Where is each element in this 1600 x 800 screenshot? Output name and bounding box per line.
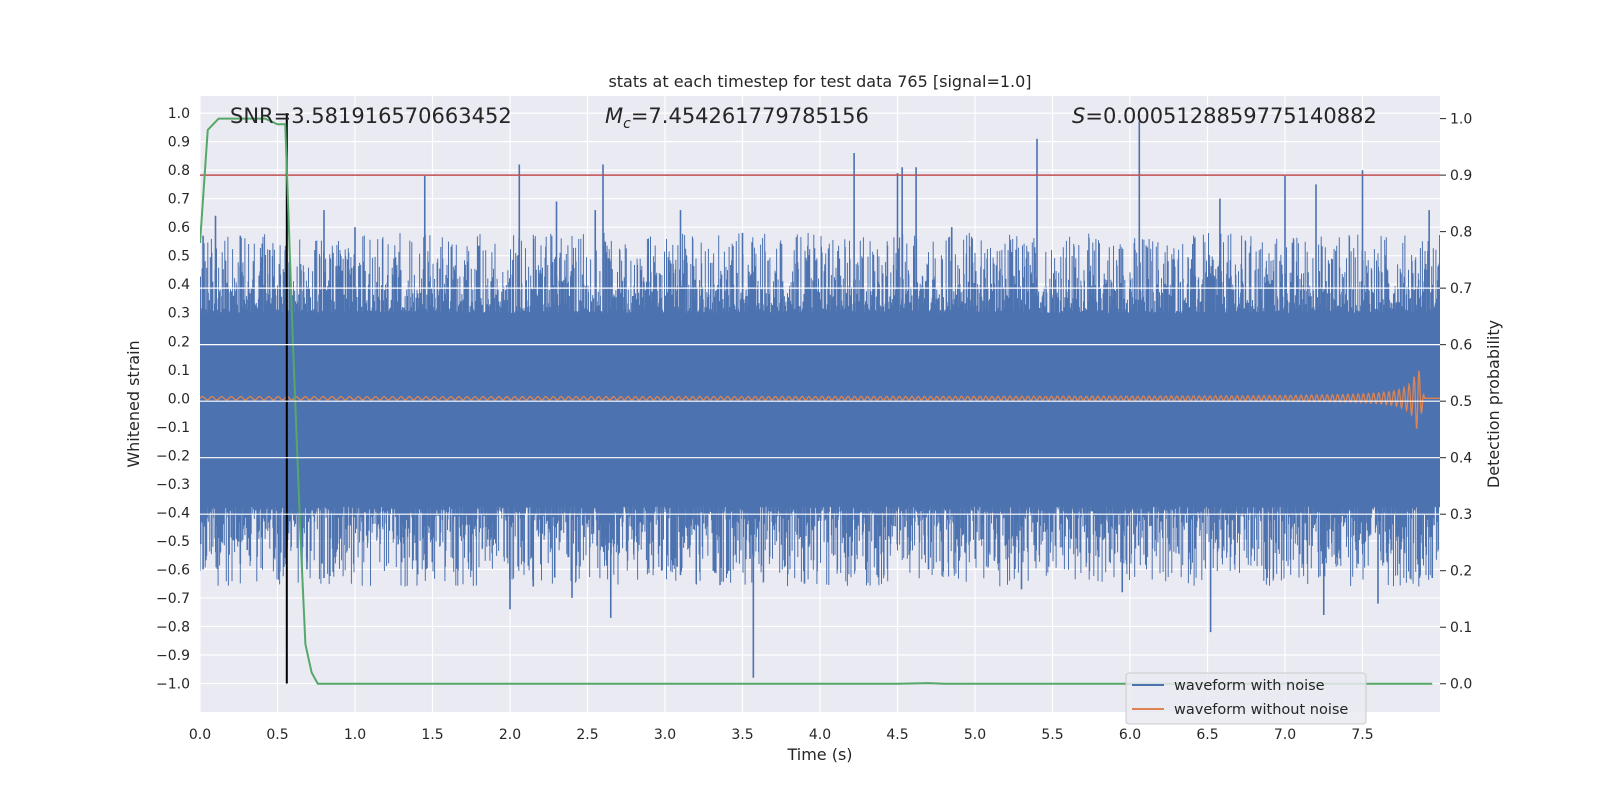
- x-tick-label: 2.5: [576, 727, 598, 743]
- noise-band-core: [200, 318, 1440, 501]
- plot-area: [200, 113, 1440, 685]
- snr-annotation: SNR=3.581916570663452: [230, 104, 512, 128]
- x-tick-label: 2.0: [499, 727, 521, 743]
- x-tick-label: 1.0: [344, 727, 366, 743]
- s-annotation: S=0.0005128859775140882: [1072, 104, 1377, 128]
- y-left-tick-label: 0.5: [168, 249, 190, 265]
- y-right-tick-label: 0.1: [1450, 620, 1472, 636]
- y-left-tick-label: −0.2: [156, 448, 190, 464]
- y-left-tick-label: 0.0: [168, 391, 190, 407]
- y-right-tick-label: 0.7: [1450, 281, 1472, 297]
- y-right-tick-label: 0.4: [1450, 451, 1472, 467]
- x-tick-label: 3.0: [654, 727, 676, 743]
- chart-title: stats at each timestep for test data 765…: [608, 72, 1031, 91]
- y-left-tick-label: 0.8: [168, 163, 190, 179]
- chirp-mass-annotation: Mc=7.454261779785156: [605, 104, 869, 132]
- y-axis-label-right: Detection probability: [1484, 320, 1503, 488]
- x-tick-label: 5.5: [1041, 727, 1063, 743]
- y-left-tick-label: 0.4: [168, 277, 190, 293]
- y-left-tick-label: −0.7: [156, 591, 190, 607]
- y-left-tick-label: 0.3: [168, 306, 190, 322]
- y-left-tick-label: −0.8: [156, 619, 190, 635]
- y-left-tick-label: 1.0: [168, 106, 190, 122]
- y-right-tick-label: 0.8: [1450, 225, 1472, 241]
- chirp-mass-subscript: c: [623, 116, 631, 132]
- y-left-tick-label: −0.6: [156, 562, 190, 578]
- x-tick-label: 7.0: [1274, 727, 1296, 743]
- y-left-tick-label: −0.4: [156, 505, 190, 521]
- y-left-tick-label: −0.5: [156, 534, 190, 550]
- y-right-tick-label: 0.0: [1450, 677, 1472, 693]
- legend-label-clean: waveform without noise: [1174, 702, 1348, 718]
- y-left-tick-label: 0.1: [168, 363, 190, 379]
- x-tick-label: 6.0: [1119, 727, 1141, 743]
- x-tick-label: 4.0: [809, 727, 831, 743]
- y-right-tick-label: 0.3: [1450, 507, 1472, 523]
- chirp-mass-value: =7.454261779785156: [631, 104, 869, 128]
- s-value: =0.0005128859775140882: [1085, 104, 1377, 128]
- x-tick-label: 0.0: [189, 727, 211, 743]
- detection-probability-line: [200, 117, 1433, 685]
- legend: waveform with noise waveform without noi…: [1125, 672, 1367, 725]
- y-left-tick-label: 0.2: [168, 334, 190, 350]
- x-tick-label: 6.5: [1196, 727, 1218, 743]
- x-axis-label: Time (s): [786, 745, 852, 764]
- y-axis-label-left: Whitened strain: [124, 340, 143, 467]
- legend-box: [1125, 672, 1367, 725]
- x-tick-label: 7.5: [1351, 727, 1373, 743]
- x-tick-label: 1.5: [421, 727, 443, 743]
- x-tick-label: 3.5: [731, 727, 753, 743]
- y-right-tick-label: 0.9: [1450, 168, 1472, 184]
- y-left-tick-label: −0.9: [156, 648, 190, 664]
- s-symbol: S: [1072, 104, 1085, 128]
- x-tick-label: 4.5: [886, 727, 908, 743]
- x-tick-label: 0.5: [266, 727, 288, 743]
- y-right-tick-label: 0.6: [1450, 338, 1472, 354]
- axes: 0.0 0.5 1.0 1.5 2.0 2.5 3.0 3.5 4.0 4.5 5.0 5.5 6.0 6…: [156, 106, 1472, 743]
- y-right-tick-label: 1.0: [1450, 112, 1472, 128]
- y-left-tick-label: −0.1: [156, 420, 190, 436]
- y-left-tick-label: −1.0: [156, 676, 190, 692]
- chirp-mass-symbol: M: [605, 104, 623, 128]
- clean-waveform-line: [200, 370, 1440, 430]
- y-right-tick-label: 0.5: [1450, 394, 1472, 410]
- y-left-tick-label: 0.7: [168, 192, 190, 208]
- legend-label-noise: waveform with noise: [1174, 678, 1325, 694]
- y-left-tick-label: −0.3: [156, 477, 190, 493]
- y-right-tick-label: 0.2: [1450, 564, 1472, 580]
- x-tick-label: 5.0: [964, 727, 986, 743]
- y-left-tick-label: 0.9: [168, 135, 190, 151]
- y-left-tick-label: 0.6: [168, 220, 190, 236]
